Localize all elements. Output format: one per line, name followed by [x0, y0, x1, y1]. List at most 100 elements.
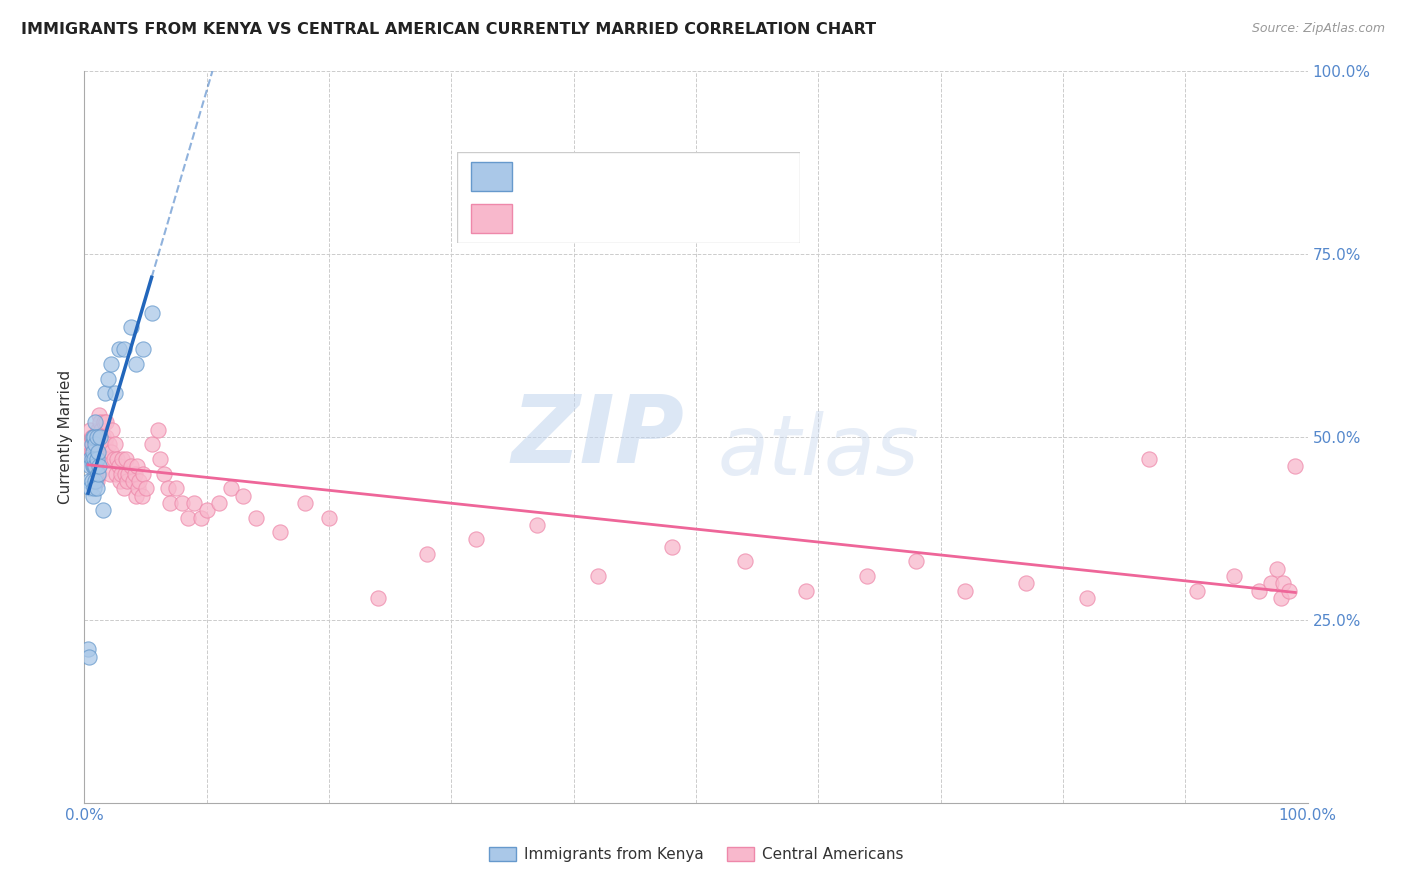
Point — [108, 474, 131, 488]
Point — [117, 467, 139, 481]
Point — [96, 416, 118, 430]
Point — [208, 496, 231, 510]
Point — [1223, 569, 1246, 583]
Point — [77, 444, 100, 458]
Point — [195, 503, 218, 517]
Point — [97, 371, 120, 385]
Point — [135, 481, 157, 495]
Point — [89, 430, 111, 444]
Point — [90, 437, 112, 451]
Point — [90, 423, 112, 437]
Point — [83, 459, 105, 474]
Point — [97, 452, 120, 467]
Point — [124, 467, 146, 481]
Point — [115, 474, 138, 488]
Point — [84, 437, 107, 451]
Point — [165, 481, 187, 495]
Point — [141, 437, 163, 451]
Point — [87, 459, 110, 474]
Point — [87, 467, 110, 481]
Point — [416, 547, 439, 561]
Point — [86, 474, 108, 488]
Point — [177, 510, 200, 524]
Point — [156, 481, 179, 495]
Point — [82, 489, 104, 503]
Point — [1247, 583, 1270, 598]
Point — [114, 467, 136, 481]
Point — [84, 467, 107, 481]
Point — [87, 437, 110, 451]
Point — [245, 510, 267, 524]
Point — [77, 474, 100, 488]
Point — [1076, 591, 1098, 605]
Point — [87, 467, 110, 481]
Point — [79, 423, 101, 437]
Point — [83, 444, 105, 458]
Point — [105, 452, 128, 467]
Point — [1270, 591, 1292, 605]
Point — [84, 452, 107, 467]
Point — [159, 496, 181, 510]
Point — [153, 467, 176, 481]
Point — [87, 408, 110, 422]
Point — [94, 437, 117, 451]
Point — [318, 510, 340, 524]
Text: Source: ZipAtlas.com: Source: ZipAtlas.com — [1251, 22, 1385, 36]
Point — [111, 452, 134, 467]
Point — [149, 452, 172, 467]
Text: IMMIGRANTS FROM KENYA VS CENTRAL AMERICAN CURRENTLY MARRIED CORRELATION CHART: IMMIGRANTS FROM KENYA VS CENTRAL AMERICA… — [21, 22, 876, 37]
Point — [132, 343, 155, 357]
Point — [794, 583, 817, 598]
Point — [80, 474, 103, 488]
Point — [1272, 576, 1295, 591]
Point — [83, 430, 105, 444]
Point — [128, 474, 150, 488]
Text: ZIP: ZIP — [512, 391, 685, 483]
Point — [183, 496, 205, 510]
Point — [103, 452, 125, 467]
Point — [131, 489, 153, 503]
Point — [232, 489, 254, 503]
Point — [84, 474, 107, 488]
Point — [80, 430, 103, 444]
Point — [77, 642, 100, 657]
Point — [146, 423, 169, 437]
Point — [120, 320, 142, 334]
Point — [97, 437, 120, 451]
Point — [190, 510, 212, 524]
Point — [294, 496, 316, 510]
Point — [1187, 583, 1209, 598]
Point — [82, 430, 104, 444]
Point — [125, 489, 148, 503]
Point — [112, 481, 135, 495]
Point — [110, 467, 132, 481]
Point — [79, 452, 101, 467]
Point — [905, 554, 928, 568]
Point — [141, 306, 163, 320]
Point — [107, 343, 129, 357]
Point — [82, 444, 104, 458]
Point — [1137, 452, 1160, 467]
Point — [1260, 576, 1282, 591]
Point — [100, 444, 122, 458]
Point — [91, 503, 114, 517]
Point — [77, 649, 100, 664]
Point — [526, 517, 548, 532]
Legend: Immigrants from Kenya, Central Americans: Immigrants from Kenya, Central Americans — [482, 841, 910, 868]
Point — [93, 416, 115, 430]
Point — [86, 481, 108, 495]
Point — [132, 467, 155, 481]
Point — [83, 481, 105, 495]
Point — [464, 533, 486, 547]
Point — [661, 540, 683, 554]
Point — [107, 459, 129, 474]
Point — [80, 437, 103, 451]
Point — [93, 444, 115, 458]
Point — [84, 459, 107, 474]
Point — [125, 459, 148, 474]
Point — [87, 423, 110, 437]
Point — [79, 437, 101, 451]
Point — [82, 452, 104, 467]
Point — [86, 444, 108, 458]
Point — [80, 452, 103, 467]
